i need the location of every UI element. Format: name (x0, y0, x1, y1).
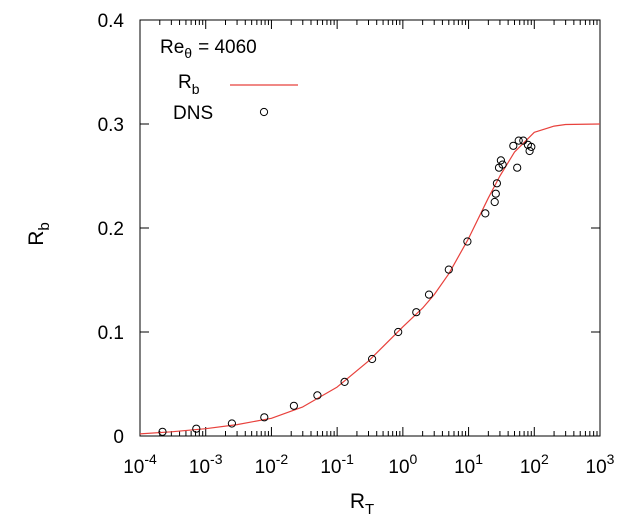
legend: Rb DNS (173, 72, 298, 124)
y-tick-label: 0.2 (98, 219, 124, 240)
legend-label-rb: Rb (178, 72, 200, 97)
x-tick-label: 10-1 (320, 451, 354, 478)
y-tick-label: 0.1 (98, 323, 124, 344)
dns-point (496, 156, 505, 165)
dns-point (509, 141, 518, 150)
x-tick-label: 101 (454, 451, 483, 478)
dns-point (444, 265, 453, 274)
dns-point (525, 146, 534, 156)
dns-point (492, 179, 501, 188)
dns-point (260, 413, 269, 422)
annotation-re-theta: Reθ = 4060 (160, 37, 257, 61)
dns-point (490, 197, 499, 207)
x-axis-label: RT (350, 490, 374, 518)
x-tick-label: 10-4 (123, 451, 157, 478)
dns-point (513, 163, 522, 172)
series-layer (139, 123, 601, 436)
dns-point (424, 290, 434, 299)
dns-point (158, 427, 167, 436)
dns-point (313, 391, 322, 400)
dns-point (481, 209, 490, 218)
dns-point (463, 237, 472, 246)
y-tick-label: 0.3 (98, 115, 124, 136)
dns-point (498, 160, 507, 169)
legend-swatch-dns-marker (259, 107, 269, 117)
dns-point (412, 308, 421, 317)
dns-point (368, 354, 377, 364)
dns-point (289, 401, 298, 410)
x-tick-label: 103 (586, 451, 615, 478)
y-axis-ticks: 0 0.1 0.2 0.3 0.4 (98, 11, 600, 448)
dns-point (491, 189, 500, 198)
y-tick-label: 0 (113, 427, 124, 448)
dns-point (227, 419, 236, 428)
dns-point (192, 424, 201, 433)
legend-label-dns: DNS (173, 103, 213, 124)
x-tick-label: 10-3 (189, 451, 223, 478)
x-tick-label: 10-2 (255, 451, 289, 478)
series-rb-line (139, 123, 601, 435)
dns-point (519, 136, 528, 145)
dns-point (514, 136, 523, 145)
dns-point (340, 377, 349, 386)
dns-point (527, 142, 536, 151)
x-axis-ticks: 10-4 10-3 10-2 10-1 100 101 102 103 (123, 20, 615, 478)
y-tick-label: 0.4 (98, 11, 125, 32)
y-axis-label: Rb (25, 222, 53, 246)
x-tick-label: 102 (520, 451, 549, 478)
plot-frame (139, 19, 601, 437)
x-tick-label: 100 (388, 451, 417, 478)
dns-point (394, 327, 403, 337)
